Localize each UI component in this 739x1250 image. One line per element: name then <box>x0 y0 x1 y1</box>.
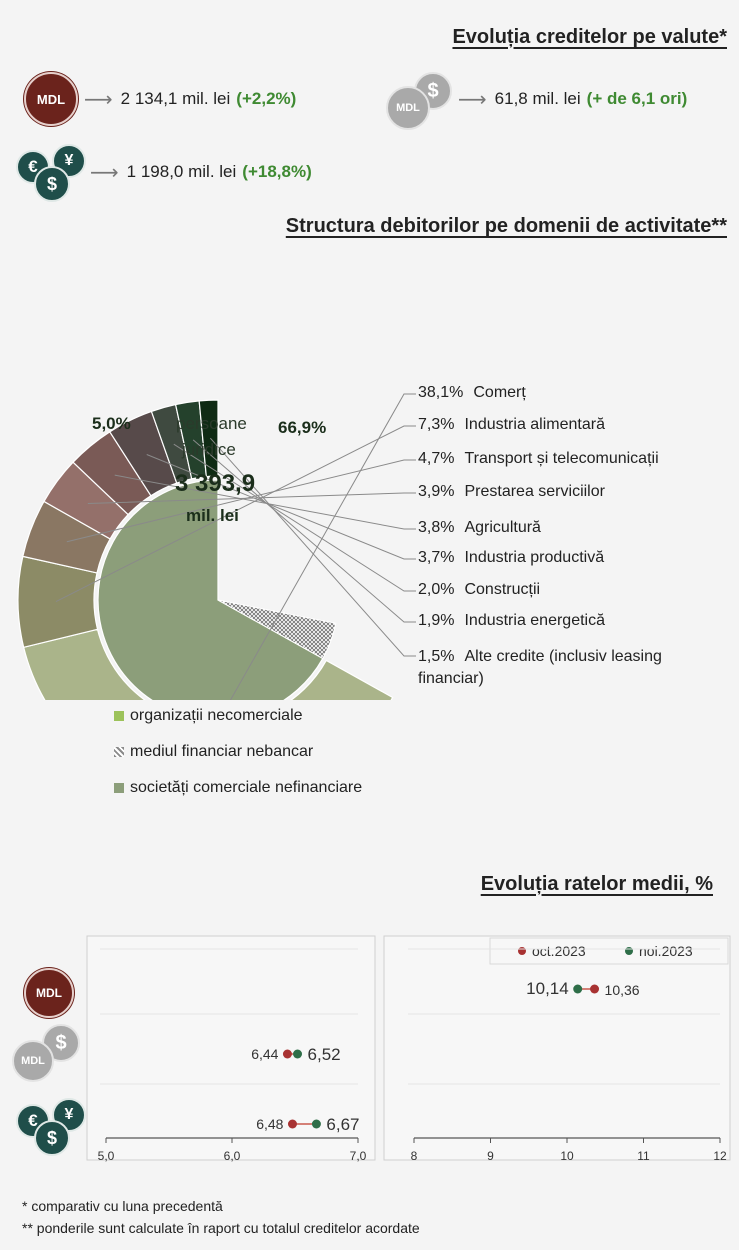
euro-dollar-yen-coins-icon: € ¥ $ <box>16 144 86 202</box>
center-total-unit: mil. lei <box>186 506 239 525</box>
currency-row-foreign: € ¥ $ ⟶ 1 198,0 mil. lei (+18,8%) <box>16 144 312 202</box>
x-tick-label: 5,0 <box>98 1149 115 1163</box>
mdl-coin-icon: MDL <box>24 72 78 126</box>
legend-label-nov: noi.2023 <box>639 943 693 959</box>
sector-label-alte-credite: 1,5% Alte credite (inclusiv leasing finan… <box>418 648 662 687</box>
value-label-left: 6,44 <box>251 1046 278 1062</box>
sector-label-agricultura: 3,8% Agricultură <box>418 519 541 536</box>
structure-section-title: Structura debitorilor pe domenii de acti… <box>285 215 727 237</box>
euro-dollar-yen-coins-icon: € ¥ $ <box>16 1098 86 1156</box>
leader-line-2 <box>66 459 416 543</box>
dot-nov <box>311 1119 321 1129</box>
x-tick-label: 8 <box>411 1149 418 1163</box>
sector-label-industria-energetica: 1,9% Industria energetică <box>418 612 605 629</box>
legend-item-societati: societăți comerciale nefinanciare <box>114 779 362 797</box>
currency-value: 1 198,0 mil. lei <box>126 162 237 181</box>
leader-line-5 <box>146 454 416 560</box>
value-label-left: 10,14 <box>526 979 569 998</box>
sector-label-transport: 4,7% Transport și telecomunicații <box>418 450 659 467</box>
value-label-right: 6,67 <box>326 1115 359 1134</box>
dot-nov <box>573 984 583 994</box>
x-tick-label: 12 <box>713 1149 727 1163</box>
leader-line-0 <box>229 393 416 700</box>
sector-label-industria-alimentara: 7,3% Industria alimentară <box>418 416 605 433</box>
sector-label-constructii: 2,0% Construcții <box>418 581 541 598</box>
mdl-dollar-linked-icon: $ MDL <box>386 72 452 130</box>
x-tick-label: 11 <box>637 1149 650 1163</box>
legend-item-mediul-financiar: mediul financiar nebancar <box>114 743 313 761</box>
currency-row-mdl-dollar: $ MDL ⟶ 61,8 mil. lei (+ de 6,1 ori) <box>386 72 688 130</box>
value-label-right: 10,36 <box>605 982 640 998</box>
legend-dot-oct <box>518 947 526 955</box>
arrow-icon: ⟶ <box>84 88 113 111</box>
leader-line-8 <box>209 437 416 657</box>
dot-oct <box>590 984 600 994</box>
leader-line-3 <box>87 492 416 505</box>
inner-slice-commercial <box>97 479 324 700</box>
dot-nov <box>293 1049 303 1059</box>
rates-legend: oct.2023 noi.2023 <box>489 937 729 965</box>
currency-change: (+ de 6,1 ori) <box>586 89 688 108</box>
center-total-value: 3 393,9 <box>175 470 256 497</box>
currency-value: 2 134,1 mil. lei <box>120 89 231 108</box>
sector-label-comert: 38,1% Comerț <box>418 384 526 401</box>
center-label-line1: persoane <box>176 414 247 433</box>
sector-label-industria-productiva: 3,7% Industria productivă <box>418 549 605 566</box>
rates-panel-right-frame <box>383 935 731 1161</box>
arrow-icon: ⟶ <box>90 161 119 184</box>
legend-swatch <box>114 747 124 757</box>
dot-oct <box>282 1049 292 1059</box>
legend-swatch <box>114 711 124 721</box>
legend-dot-nov <box>625 947 633 955</box>
x-tick-label: 6,0 <box>224 1149 241 1163</box>
outer-slice-0 <box>22 628 394 700</box>
debtor-structure-chart <box>17 393 416 700</box>
value-label-left: 6,48 <box>256 1116 283 1132</box>
legend-label-oct: oct.2023 <box>532 943 586 959</box>
inner-label-commercial: 66,9% <box>278 418 327 437</box>
currency-section-title: Evoluția creditelor pe valute* <box>452 26 727 48</box>
footnote-2: ** ponderile sunt calculate în raport cu… <box>22 1220 420 1236</box>
leader-line-1 <box>55 425 416 602</box>
leader-line-7 <box>192 439 416 623</box>
currency-change: (+2,2%) <box>236 89 297 108</box>
currency-change: (+18,8%) <box>242 162 312 181</box>
legend-swatch <box>114 783 124 793</box>
arrow-icon: ⟶ <box>458 88 487 111</box>
dot-oct <box>287 1119 297 1129</box>
mdl-dollar-linked-icon: $ MDL <box>12 1024 82 1082</box>
legend-item-organizatii: organizații necomerciale <box>114 707 303 725</box>
x-tick-label: 9 <box>487 1149 494 1163</box>
leader-line-4 <box>114 474 416 530</box>
leader-line-6 <box>173 443 416 592</box>
mdl-coin-icon: MDL <box>24 968 74 1018</box>
inner-label-nonbank: 5,0% <box>92 414 131 433</box>
x-tick-label: 10 <box>560 1149 574 1163</box>
rates-panel-left-frame <box>86 935 376 1161</box>
footnote-1: * comparativ cu luna precedentă <box>22 1198 223 1214</box>
rates-section-title: Evoluția ratelor medii, % <box>480 873 713 895</box>
center-label-line2: juridice <box>182 440 236 459</box>
value-label-right: 6,52 <box>308 1045 341 1064</box>
currency-row-mdl: MDL ⟶ 2 134,1 mil. lei (+2,2%) <box>24 72 296 126</box>
sector-label-servicii: 3,9% Prestarea serviciilor <box>418 483 605 500</box>
currency-value: 61,8 mil. lei <box>494 89 581 108</box>
x-tick-label: 7,0 <box>350 1149 367 1163</box>
rates-chart: oct.2023 noi.2023 5,0 6,0 7,0 6,44 6,52 6,48 6… <box>86 935 731 1163</box>
